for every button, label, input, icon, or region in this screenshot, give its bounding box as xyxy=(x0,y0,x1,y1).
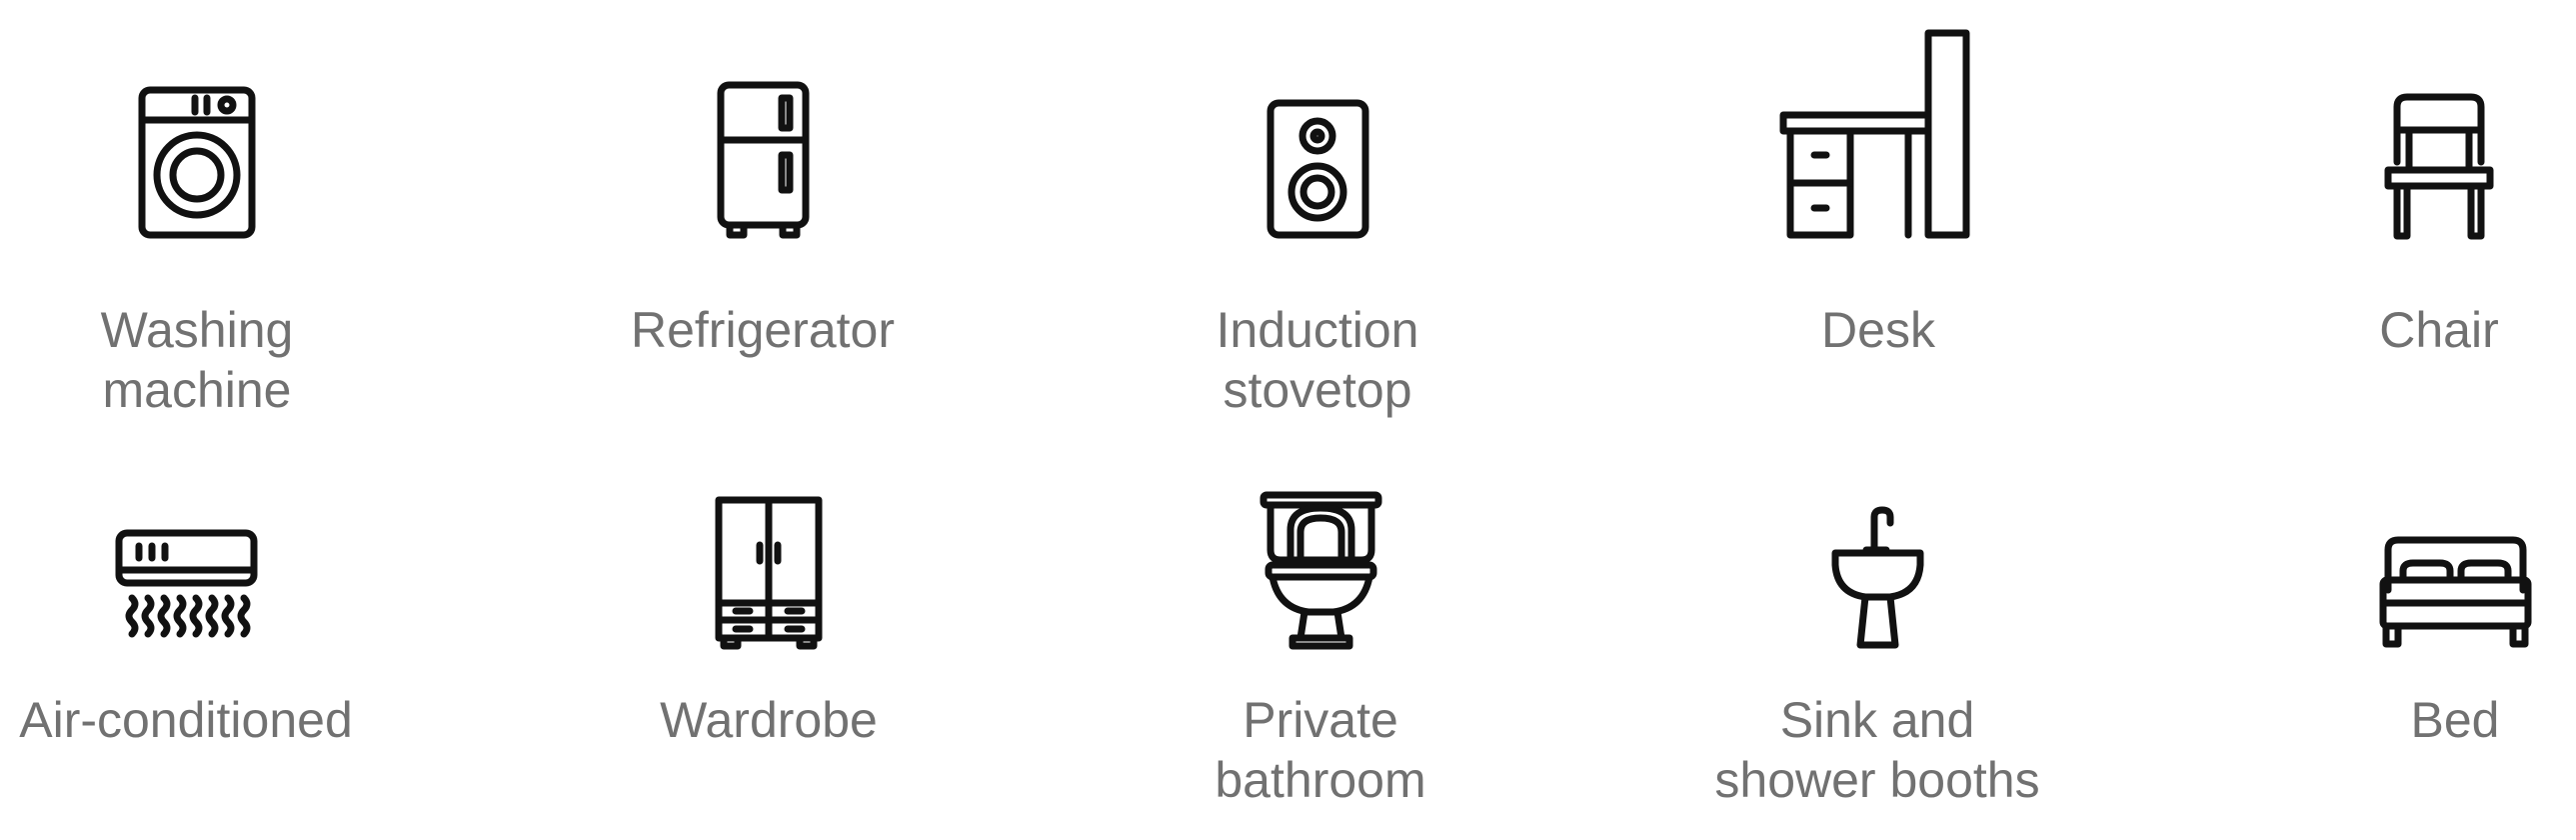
wardrobe-icon xyxy=(715,496,823,650)
amenity-label: Refrigerator xyxy=(631,302,895,358)
amenity-chair: Chair xyxy=(2209,0,2576,360)
amenity-wardrobe: Wardrobe xyxy=(539,480,999,750)
amenity-label: Wardrobe xyxy=(660,692,878,748)
air-conditioner-icon xyxy=(115,529,257,638)
amenity-label: Bed xyxy=(2410,692,2500,748)
toilet-icon xyxy=(1260,491,1381,650)
amenity-desk: Desk xyxy=(1648,0,2108,360)
sink-icon xyxy=(1831,506,1923,649)
amenity-washing-machine: Washing machine xyxy=(0,0,427,420)
washing-machine-icon xyxy=(138,86,256,239)
amenity-label: Induction stovetop xyxy=(1216,302,1419,418)
amenity-induction-stovetop: Induction stovetop xyxy=(1088,0,1547,420)
amenity-label: Air-conditioned xyxy=(19,692,353,748)
bed-icon xyxy=(2379,536,2531,648)
amenity-label: Private bathroom xyxy=(1215,692,1426,808)
amenity-label: Desk xyxy=(1821,302,1935,358)
amenity-air-conditioned: Air-conditioned xyxy=(0,480,416,750)
speaker-icon xyxy=(1267,99,1368,239)
amenity-label: Chair xyxy=(2379,302,2499,358)
amenity-bed: Bed xyxy=(2225,480,2576,750)
desk-icon xyxy=(1779,29,1970,239)
amenity-sink-and-shower-booths: Sink and shower booths xyxy=(1647,480,2107,810)
refrigerator-icon xyxy=(717,81,809,239)
amenity-label: Sink and shower booths xyxy=(1714,692,2040,808)
amenity-refrigerator: Refrigerator xyxy=(533,0,993,360)
amenity-label: Washing machine xyxy=(100,302,294,418)
amenity-private-bathroom: Private bathroom xyxy=(1091,480,1550,810)
chair-icon xyxy=(2384,93,2494,240)
